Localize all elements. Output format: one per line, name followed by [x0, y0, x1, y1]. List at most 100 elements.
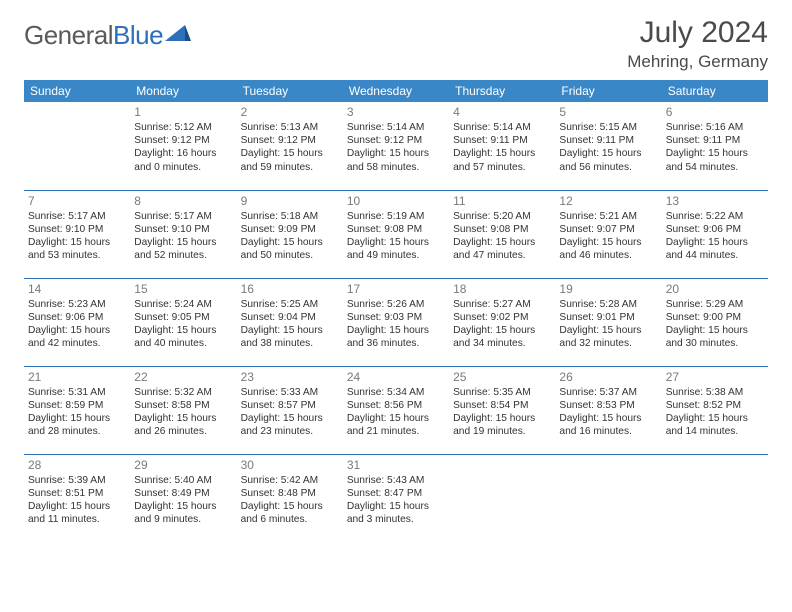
day-number: 26 — [559, 370, 657, 385]
day-number: 28 — [28, 458, 126, 473]
daylight-line: Daylight: 15 hours and 40 minutes. — [134, 324, 232, 350]
sunrise-line: Sunrise: 5:21 AM — [559, 210, 657, 223]
day-number: 29 — [134, 458, 232, 473]
day-number: 10 — [347, 194, 445, 209]
daylight-line: Daylight: 15 hours and 53 minutes. — [28, 236, 126, 262]
sunrise-line: Sunrise: 5:26 AM — [347, 298, 445, 311]
calendar-cell: 5Sunrise: 5:15 AMSunset: 9:11 PMDaylight… — [555, 102, 661, 190]
calendar-table: SundayMondayTuesdayWednesdayThursdayFrid… — [24, 80, 768, 542]
daylight-line: Daylight: 15 hours and 19 minutes. — [453, 412, 551, 438]
sunset-line: Sunset: 9:06 PM — [28, 311, 126, 324]
day-number: 7 — [28, 194, 126, 209]
calendar-cell: 19Sunrise: 5:28 AMSunset: 9:01 PMDayligh… — [555, 278, 661, 366]
sunrise-line: Sunrise: 5:19 AM — [347, 210, 445, 223]
sunset-line: Sunset: 8:57 PM — [241, 399, 339, 412]
sunset-line: Sunset: 8:59 PM — [28, 399, 126, 412]
sunset-line: Sunset: 9:07 PM — [559, 223, 657, 236]
calendar-cell — [555, 454, 661, 542]
daylight-line: Daylight: 15 hours and 57 minutes. — [453, 147, 551, 173]
day-number: 15 — [134, 282, 232, 297]
sunset-line: Sunset: 9:02 PM — [453, 311, 551, 324]
day-number: 27 — [666, 370, 764, 385]
day-header: Wednesday — [343, 80, 449, 102]
day-number: 5 — [559, 105, 657, 120]
calendar-cell: 21Sunrise: 5:31 AMSunset: 8:59 PMDayligh… — [24, 366, 130, 454]
day-header-row: SundayMondayTuesdayWednesdayThursdayFrid… — [24, 80, 768, 102]
daylight-line: Daylight: 15 hours and 56 minutes. — [559, 147, 657, 173]
logo: GeneralBlue — [24, 16, 191, 51]
calendar-week: 21Sunrise: 5:31 AMSunset: 8:59 PMDayligh… — [24, 366, 768, 454]
sunset-line: Sunset: 8:51 PM — [28, 487, 126, 500]
sunset-line: Sunset: 9:06 PM — [666, 223, 764, 236]
calendar-cell: 16Sunrise: 5:25 AMSunset: 9:04 PMDayligh… — [237, 278, 343, 366]
sunrise-line: Sunrise: 5:14 AM — [347, 121, 445, 134]
daylight-line: Daylight: 15 hours and 14 minutes. — [666, 412, 764, 438]
day-number: 4 — [453, 105, 551, 120]
calendar-cell — [449, 454, 555, 542]
day-number: 20 — [666, 282, 764, 297]
daylight-line: Daylight: 15 hours and 11 minutes. — [28, 500, 126, 526]
calendar-cell: 18Sunrise: 5:27 AMSunset: 9:02 PMDayligh… — [449, 278, 555, 366]
calendar-cell: 4Sunrise: 5:14 AMSunset: 9:11 PMDaylight… — [449, 102, 555, 190]
calendar-cell: 22Sunrise: 5:32 AMSunset: 8:58 PMDayligh… — [130, 366, 236, 454]
day-number: 19 — [559, 282, 657, 297]
day-number: 30 — [241, 458, 339, 473]
daylight-line: Daylight: 16 hours and 0 minutes. — [134, 147, 232, 173]
sunrise-line: Sunrise: 5:40 AM — [134, 474, 232, 487]
calendar-cell: 23Sunrise: 5:33 AMSunset: 8:57 PMDayligh… — [237, 366, 343, 454]
daylight-line: Daylight: 15 hours and 28 minutes. — [28, 412, 126, 438]
daylight-line: Daylight: 15 hours and 34 minutes. — [453, 324, 551, 350]
calendar-cell: 25Sunrise: 5:35 AMSunset: 8:54 PMDayligh… — [449, 366, 555, 454]
calendar-cell — [662, 454, 768, 542]
calendar-cell: 6Sunrise: 5:16 AMSunset: 9:11 PMDaylight… — [662, 102, 768, 190]
calendar-cell: 15Sunrise: 5:24 AMSunset: 9:05 PMDayligh… — [130, 278, 236, 366]
sunset-line: Sunset: 9:10 PM — [134, 223, 232, 236]
calendar-week: 7Sunrise: 5:17 AM Sunset: 9:10 PM Daylight… — [24, 190, 768, 278]
sunrise-line: Sunrise: 5:18 AM — [241, 210, 339, 223]
sunrise-line: Sunrise: 5:33 AM — [241, 386, 339, 399]
sunrise-line: Sunrise: 5:37 AM — [559, 386, 657, 399]
daylight-line: Daylight: 15 hours and 36 minutes. — [347, 324, 445, 350]
daylight-line: Daylight: 15 hours and 23 minutes. — [241, 412, 339, 438]
sunrise-line: Sunrise: 5:12 AM — [134, 121, 232, 134]
day-header: Tuesday — [237, 80, 343, 102]
daylight-line: Daylight: 15 hours and 16 minutes. — [559, 412, 657, 438]
daylight-line: Daylight: 15 hours and 47 minutes. — [453, 236, 551, 262]
calendar-cell: 13Sunrise: 5:22 AMSunset: 9:06 PMDayligh… — [662, 190, 768, 278]
sunset-line: Sunset: 9:08 PM — [453, 223, 551, 236]
daylight-line: Daylight: 15 hours and 21 minutes. — [347, 412, 445, 438]
daylight-line: Daylight: 15 hours and 44 minutes. — [666, 236, 764, 262]
sunset-line: Sunset: 8:48 PM — [241, 487, 339, 500]
day-number: 25 — [453, 370, 551, 385]
sunrise-line: Sunrise: 5:35 AM — [453, 386, 551, 399]
sunrise-line: Sunrise: 5:15 AM — [559, 121, 657, 134]
calendar-cell: 3Sunrise: 5:14 AMSunset: 9:12 PMDaylight… — [343, 102, 449, 190]
day-number: 16 — [241, 282, 339, 297]
calendar-cell: 2Sunrise: 5:13 AMSunset: 9:12 PMDaylight… — [237, 102, 343, 190]
day-number: 17 — [347, 282, 445, 297]
daylight-line: Daylight: 15 hours and 9 minutes. — [134, 500, 232, 526]
day-number: 11 — [453, 194, 551, 209]
sunset-line: Sunset: 8:53 PM — [559, 399, 657, 412]
sunrise-line: Sunrise: 5:17 AM — [28, 210, 126, 223]
daylight-line: Daylight: 15 hours and 3 minutes. — [347, 500, 445, 526]
calendar-cell: 11Sunrise: 5:20 AMSunset: 9:08 PMDayligh… — [449, 190, 555, 278]
day-number: 1 — [134, 105, 232, 120]
calendar-cell: 28Sunrise: 5:39 AMSunset: 8:51 PMDayligh… — [24, 454, 130, 542]
logo-text-blue: Blue — [113, 20, 163, 50]
calendar-cell: 10Sunrise: 5:19 AMSunset: 9:08 PMDayligh… — [343, 190, 449, 278]
sunset-line: Sunset: 9:05 PM — [134, 311, 232, 324]
sunrise-line: Sunrise: 5:16 AM — [666, 121, 764, 134]
sunrise-line: Sunrise: 5:34 AM — [347, 386, 445, 399]
logo-text-general: General — [24, 20, 113, 50]
sunset-line: Sunset: 9:11 PM — [559, 134, 657, 147]
sunset-line: Sunset: 8:52 PM — [666, 399, 764, 412]
daylight-line: Daylight: 15 hours and 6 minutes. — [241, 500, 339, 526]
sunrise-line: Sunrise: 5:32 AM — [134, 386, 232, 399]
sunset-line: Sunset: 9:08 PM — [347, 223, 445, 236]
day-number: 23 — [241, 370, 339, 385]
daylight-line: Daylight: 15 hours and 30 minutes. — [666, 324, 764, 350]
sunrise-line: Sunrise: 5:13 AM — [241, 121, 339, 134]
header: GeneralBlue July 2024 Mehring, Germany — [24, 16, 768, 72]
sunrise-line: Sunrise: 5:24 AM — [134, 298, 232, 311]
